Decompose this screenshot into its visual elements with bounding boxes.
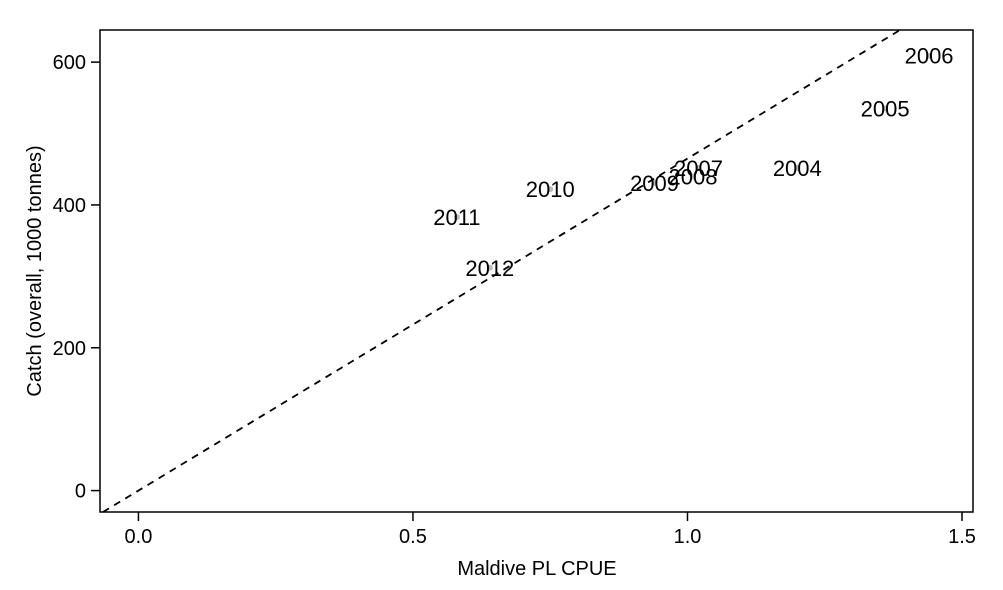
point-label-2009: 2009 [630, 171, 679, 196]
data-point-2012 [486, 264, 493, 271]
x-axis: 0.0 0.5 1.0 1.5 [125, 512, 976, 548]
plot-frame [99, 29, 974, 513]
data-point-2006 [926, 52, 933, 59]
point-label-2006: 2006 [905, 44, 954, 69]
x-tick-label: 1.0 [674, 526, 702, 548]
y-axis: 0 200 400 600 [53, 52, 100, 503]
point-label-2008: 2008 [669, 164, 718, 189]
data-point-2008 [689, 173, 696, 180]
y-tick-label: 400 [53, 195, 86, 217]
point-label-2005: 2005 [861, 97, 910, 122]
point-label-2007: 2007 [674, 156, 723, 181]
data-point-2005 [882, 105, 889, 112]
x-tick-label: 0.5 [399, 526, 427, 548]
point-label-2004: 2004 [773, 156, 822, 181]
point-label-2012: 2012 [465, 256, 514, 281]
point-label-2010: 2010 [526, 177, 575, 202]
point-label-2011: 2011 [433, 205, 480, 230]
x-tick-label: 1.5 [948, 526, 976, 548]
y-tick-label: 600 [53, 52, 86, 74]
data-point-2004 [794, 164, 801, 171]
data-point-2009 [651, 179, 658, 186]
data-point-2011 [453, 214, 460, 221]
data-point-2010 [547, 186, 554, 193]
data-point-2007 [695, 164, 702, 171]
y-tick-label: 200 [53, 338, 86, 360]
y-tick-label: 0 [75, 481, 86, 503]
y-axis-title: Catch (overall, 1000 tonnes) [24, 145, 46, 396]
x-tick-label: 0.0 [125, 526, 153, 548]
x-axis-title: Maldive PL CPUE [457, 558, 616, 580]
